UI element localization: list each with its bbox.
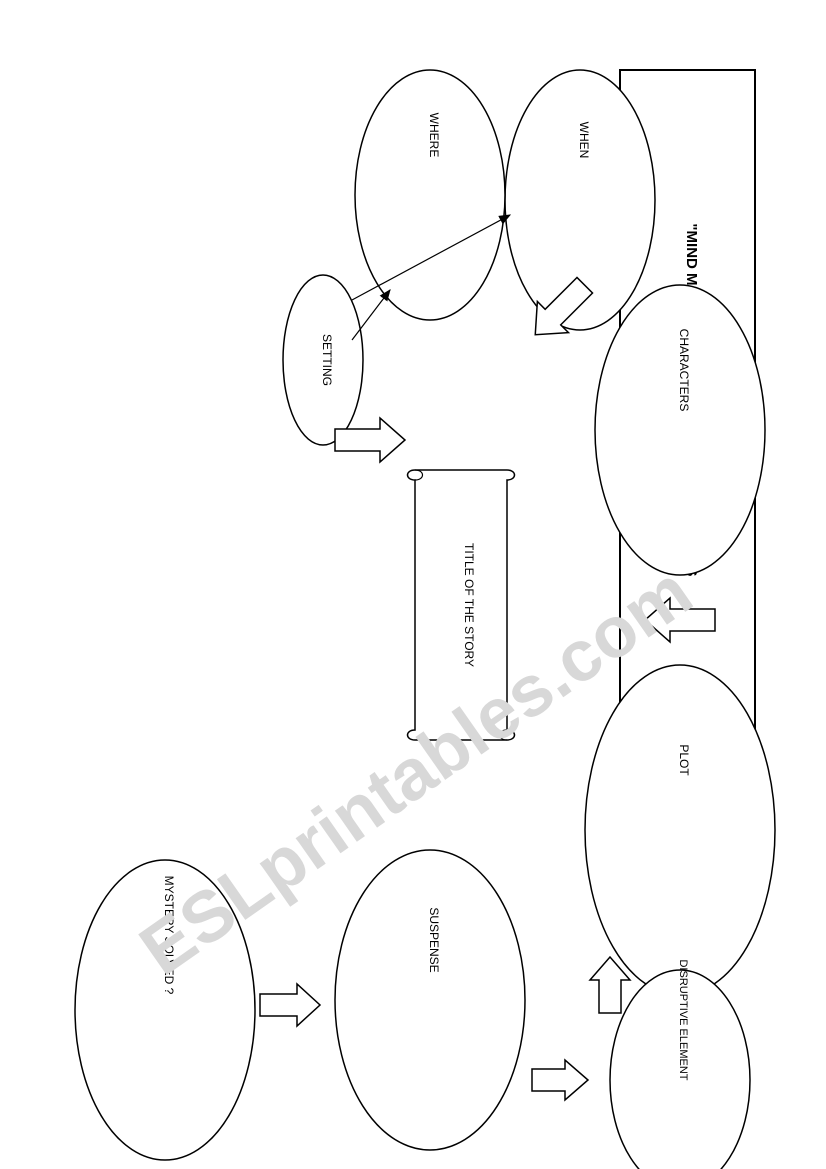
mindmap-canvas: "MIND MAP": SCARY STORY CHARACTERISTICS … [0,0,826,1169]
node-where: WHERE [355,70,505,320]
svg-text:WHERE: WHERE [427,113,441,158]
node-setting: SETTING [283,275,363,445]
svg-text:SETTING: SETTING [320,334,334,386]
block-arrow-characters-plot [645,598,715,642]
svg-text:MYSTERY SOLVED ?: MYSTERY SOLVED ? [162,876,176,995]
svg-text:WHEN: WHEN [577,122,591,159]
svg-text:DISRUPTIVE ELEMENT: DISRUPTIVE ELEMENT [677,959,689,1080]
svg-text:PLOT: PLOT [677,744,691,776]
node-suspense: SUSPENSE [335,850,525,1150]
scroll-title: TITLE OF THE STORY [408,470,515,740]
node-plot: PLOT [585,665,775,995]
block-arrow-plot-disruptive [590,957,630,1013]
node-characters: CHARACTERS [595,285,765,575]
svg-text:CHARACTERS: CHARACTERS [677,329,691,412]
node-mystery: MYSTERY SOLVED ? [75,860,255,1160]
block-arrow-disruptive-suspense [532,1060,588,1100]
svg-text:SUSPENSE: SUSPENSE [427,907,441,972]
scroll-label: TITLE OF THE STORY [462,543,476,667]
node-disruptive: DISRUPTIVE ELEMENT [610,959,750,1169]
block-arrow-suspense-mystery [260,984,320,1026]
